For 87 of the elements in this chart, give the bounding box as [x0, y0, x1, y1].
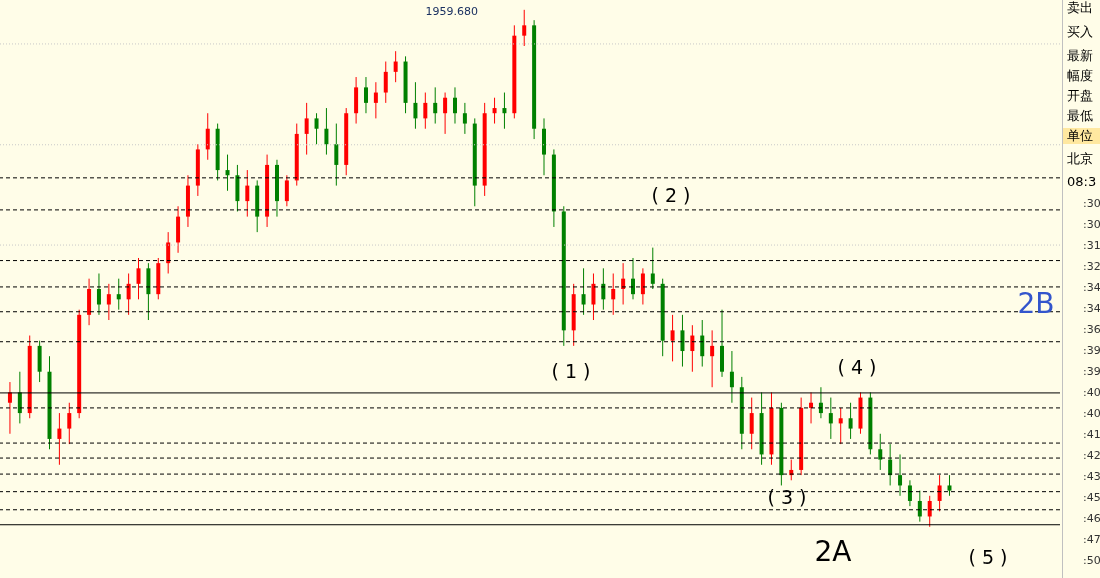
candlestick	[96, 272, 101, 316]
candlestick	[680, 314, 685, 368]
annotation: ( 1 )	[551, 360, 591, 382]
candlestick	[106, 283, 111, 321]
candlestick	[205, 112, 210, 161]
candlestick	[690, 324, 695, 373]
candlestick	[522, 9, 527, 47]
candlestick	[710, 329, 715, 388]
candlestick	[917, 490, 922, 523]
candlestick	[611, 272, 616, 316]
candlestick	[729, 350, 734, 404]
candlestick	[443, 92, 448, 135]
annotation: ( 4 )	[837, 356, 877, 378]
annotation: ( 3 )	[767, 486, 807, 508]
text: 2B	[1017, 287, 1055, 320]
candlestick	[324, 107, 329, 156]
text: :32	[1083, 259, 1100, 275]
candlestick	[245, 169, 250, 218]
text: :41	[1083, 427, 1100, 443]
text: :46	[1083, 511, 1100, 527]
candlestick	[631, 257, 636, 300]
candlestick	[927, 495, 932, 528]
candlestick	[334, 123, 339, 187]
candlestick	[383, 61, 388, 104]
text: :50	[1083, 553, 1100, 569]
text: :36	[1083, 322, 1100, 338]
text: :42	[1083, 448, 1100, 464]
candlestick	[502, 92, 507, 130]
annotation: 1959.680	[425, 5, 478, 18]
text: 最低	[1067, 108, 1093, 124]
text: :30	[1083, 196, 1100, 212]
text: 08:3	[1067, 174, 1097, 190]
candlestick	[393, 50, 398, 83]
text: :40	[1083, 385, 1100, 401]
text: 单位	[1063, 128, 1100, 144]
candlestick	[581, 267, 586, 316]
text: 卖出	[1067, 0, 1093, 16]
candlestick	[314, 112, 319, 145]
text: :30	[1083, 217, 1100, 233]
candlestick	[57, 412, 62, 466]
candlestick	[304, 102, 309, 156]
annotation: ( 2 )	[651, 184, 691, 206]
candlestick	[433, 86, 438, 125]
candlestick	[136, 257, 141, 300]
text: :47	[1083, 532, 1100, 548]
candlestick	[828, 397, 833, 440]
candlestick	[492, 97, 497, 125]
candlestick	[937, 474, 942, 512]
candlestick	[848, 402, 853, 440]
candlestick	[650, 247, 655, 290]
text: 买入	[1067, 24, 1093, 40]
candlestick	[462, 102, 467, 135]
text: 北京	[1067, 151, 1093, 167]
candlestick	[452, 86, 457, 125]
text: :31	[1083, 238, 1100, 254]
text: :39	[1083, 364, 1100, 380]
candlestick	[591, 272, 596, 321]
candlestick	[373, 81, 378, 119]
candlestick	[907, 479, 912, 507]
candlestick	[116, 278, 121, 311]
text: :40	[1083, 406, 1100, 422]
candlestick	[166, 231, 171, 274]
candlestick	[700, 319, 705, 368]
text: ( 5 )	[968, 546, 1008, 568]
candlestick	[225, 154, 230, 192]
candlestick	[126, 272, 131, 316]
text: :39	[1083, 343, 1100, 359]
candlestick	[838, 407, 843, 445]
candlestick	[670, 314, 675, 362]
text: 幅度	[1067, 68, 1093, 84]
text: :34	[1083, 301, 1100, 317]
candlestick	[878, 433, 883, 471]
candlestick	[947, 474, 952, 497]
candlestick	[413, 81, 418, 130]
candlestick	[640, 267, 645, 306]
text: 2A	[814, 535, 852, 568]
text: :43	[1083, 469, 1100, 485]
text: :34	[1083, 280, 1100, 296]
text: 最新	[1067, 48, 1093, 64]
text: 开盘	[1067, 88, 1093, 104]
candlestick	[423, 92, 428, 130]
candlestick	[749, 397, 754, 450]
text: :45	[1083, 490, 1100, 506]
candlestick	[284, 174, 289, 207]
candlestick	[363, 76, 368, 114]
candlestick	[67, 402, 72, 445]
candlestick	[898, 453, 903, 497]
